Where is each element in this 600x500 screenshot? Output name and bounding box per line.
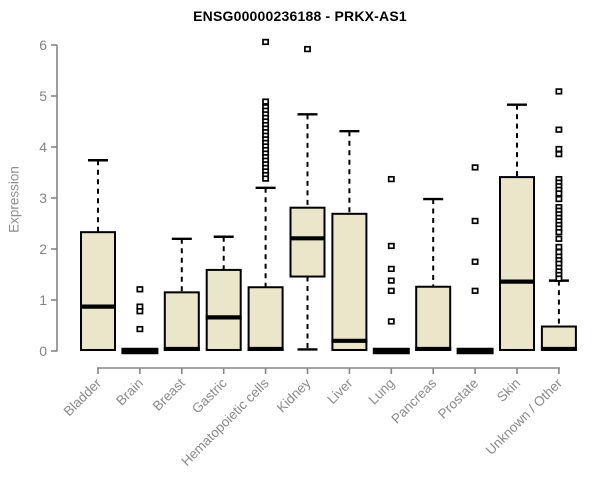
y-tick-label: 1 bbox=[39, 292, 47, 308]
outlier-point bbox=[136, 286, 144, 293]
y-tick-label: 3 bbox=[39, 190, 47, 206]
outlier-point bbox=[387, 265, 395, 273]
outlier-point bbox=[387, 175, 395, 183]
y-tick-label: 6 bbox=[39, 37, 47, 53]
outlier-point bbox=[471, 164, 479, 171]
outlier-point bbox=[555, 195, 563, 203]
y-tick-label: 4 bbox=[39, 139, 47, 155]
outlier-point bbox=[555, 243, 563, 251]
outlier-point bbox=[471, 287, 479, 294]
box-rect bbox=[163, 291, 200, 351]
outlier-point bbox=[304, 45, 311, 53]
outlier-point bbox=[555, 235, 563, 242]
collapsed-box bbox=[372, 347, 410, 355]
outlier-point bbox=[555, 88, 563, 95]
outlier-point bbox=[471, 258, 479, 265]
y-tick-label: 5 bbox=[39, 88, 47, 104]
outlier-point bbox=[555, 275, 563, 282]
outlier-point bbox=[555, 126, 563, 133]
outlier-point bbox=[387, 287, 395, 294]
outlier-point bbox=[555, 229, 563, 236]
outlier-point bbox=[555, 145, 563, 153]
x-category-label: Pancreas bbox=[388, 375, 439, 426]
box-rect bbox=[415, 285, 452, 351]
outlier-point bbox=[262, 175, 270, 182]
x-category-label: Breast bbox=[150, 375, 188, 413]
outlier-point bbox=[555, 190, 563, 197]
y-tick-label: 0 bbox=[39, 343, 47, 359]
x-category-label: Gastric bbox=[189, 375, 230, 416]
x-category-label: Brain bbox=[113, 376, 146, 409]
box-rect bbox=[247, 286, 284, 351]
x-category-label: Liver bbox=[324, 375, 356, 407]
box-rect bbox=[331, 212, 368, 351]
outlier-point bbox=[136, 308, 144, 315]
outlier-point bbox=[387, 277, 395, 284]
chart-title: ENSG00000236188 - PRKX-AS1 bbox=[193, 8, 407, 24]
box-rect bbox=[205, 268, 242, 351]
x-category-label: Bladder bbox=[61, 375, 105, 419]
outlier-point bbox=[471, 217, 479, 225]
y-tick-label: 2 bbox=[39, 241, 47, 257]
outlier-point bbox=[262, 38, 270, 46]
x-category-label: Lung bbox=[366, 376, 398, 408]
outlier-point bbox=[555, 150, 563, 158]
outlier-point bbox=[387, 318, 395, 325]
box-rect bbox=[289, 206, 326, 278]
x-category-label: Skin bbox=[494, 376, 523, 405]
collapsed-box bbox=[456, 347, 494, 355]
box-rect bbox=[540, 325, 577, 351]
outlier-point bbox=[262, 98, 270, 105]
box-rect bbox=[80, 231, 116, 351]
box-rect bbox=[499, 176, 535, 351]
outlier-point bbox=[136, 325, 144, 333]
x-category-label: Prostate bbox=[435, 376, 481, 422]
x-category-label: Unknown / Other bbox=[483, 375, 566, 458]
outlier-point bbox=[387, 242, 395, 250]
collapsed-box bbox=[121, 347, 159, 355]
x-category-label: Kidney bbox=[274, 375, 314, 415]
